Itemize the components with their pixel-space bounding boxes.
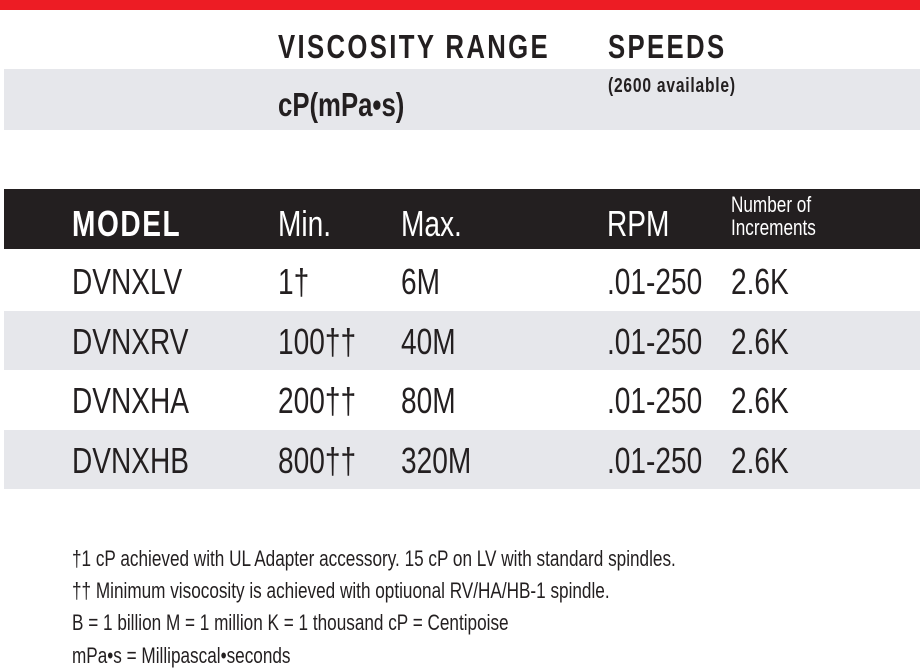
table-header: MODEL Min. Max. RPM Number of Increments [4, 189, 920, 249]
cell-max: 80M [401, 380, 456, 421]
cell-model: DVNXLV [72, 261, 183, 302]
cell-min: 1† [278, 261, 310, 302]
cell-model: DVNXRV [72, 320, 189, 362]
cell-max: 320M [401, 439, 472, 481]
cell-min: 100†† [278, 320, 357, 362]
header-model: MODEL [72, 203, 182, 244]
footnote: mPa•s = Millipascal•seconds [72, 643, 291, 668]
cell-increments: 2.6K [731, 261, 789, 302]
header-rpm: RPM [607, 203, 670, 244]
cell-rpm: .01-250 [607, 320, 703, 362]
cell-increments: 2.6K [731, 320, 789, 362]
cell-model: DVNXHB [72, 439, 190, 481]
cell-rpm: .01-250 [607, 439, 703, 481]
footnote: †† Minimum visocosity is achieved with o… [72, 578, 610, 603]
cell-rpm: .01-250 [607, 261, 703, 302]
top-accent-bar [0, 0, 920, 10]
cell-increments: 2.6K [731, 439, 789, 481]
cell-model: DVNXHA [72, 380, 190, 421]
units-band [4, 69, 920, 130]
table-row: DVNXRV 100†† 40M .01-250 2.6K [4, 310, 920, 370]
viscosity-range-heading: VISCOSITY RANGE [278, 28, 551, 65]
table-row: DVNXLV 1† 6M .01-250 2.6K [4, 251, 920, 310]
header-max: Max. [401, 203, 462, 244]
footnote: †1 cP achieved with UL Adapter accessory… [72, 546, 676, 571]
cell-min: 200†† [278, 380, 357, 421]
header-min: Min. [278, 203, 332, 244]
cell-max: 40M [401, 320, 456, 362]
cell-min: 800†† [278, 439, 357, 481]
table-row: DVNXHA 200†† 80M .01-250 2.6K [4, 370, 920, 429]
footnote: B = 1 billion M = 1 million K = 1 thousa… [72, 610, 509, 635]
header-increments: Number of Increments [731, 192, 816, 240]
cell-increments: 2.6K [731, 380, 789, 421]
cell-rpm: .01-250 [607, 380, 703, 421]
table-row: DVNXHB 800†† 320M .01-250 2.6K [4, 429, 920, 489]
cell-max: 6M [401, 261, 441, 302]
speeds-heading: SPEEDS [608, 28, 727, 65]
speeds-note: (2600 available) [608, 75, 736, 97]
units-label: cP(mPa•s) [278, 86, 405, 123]
